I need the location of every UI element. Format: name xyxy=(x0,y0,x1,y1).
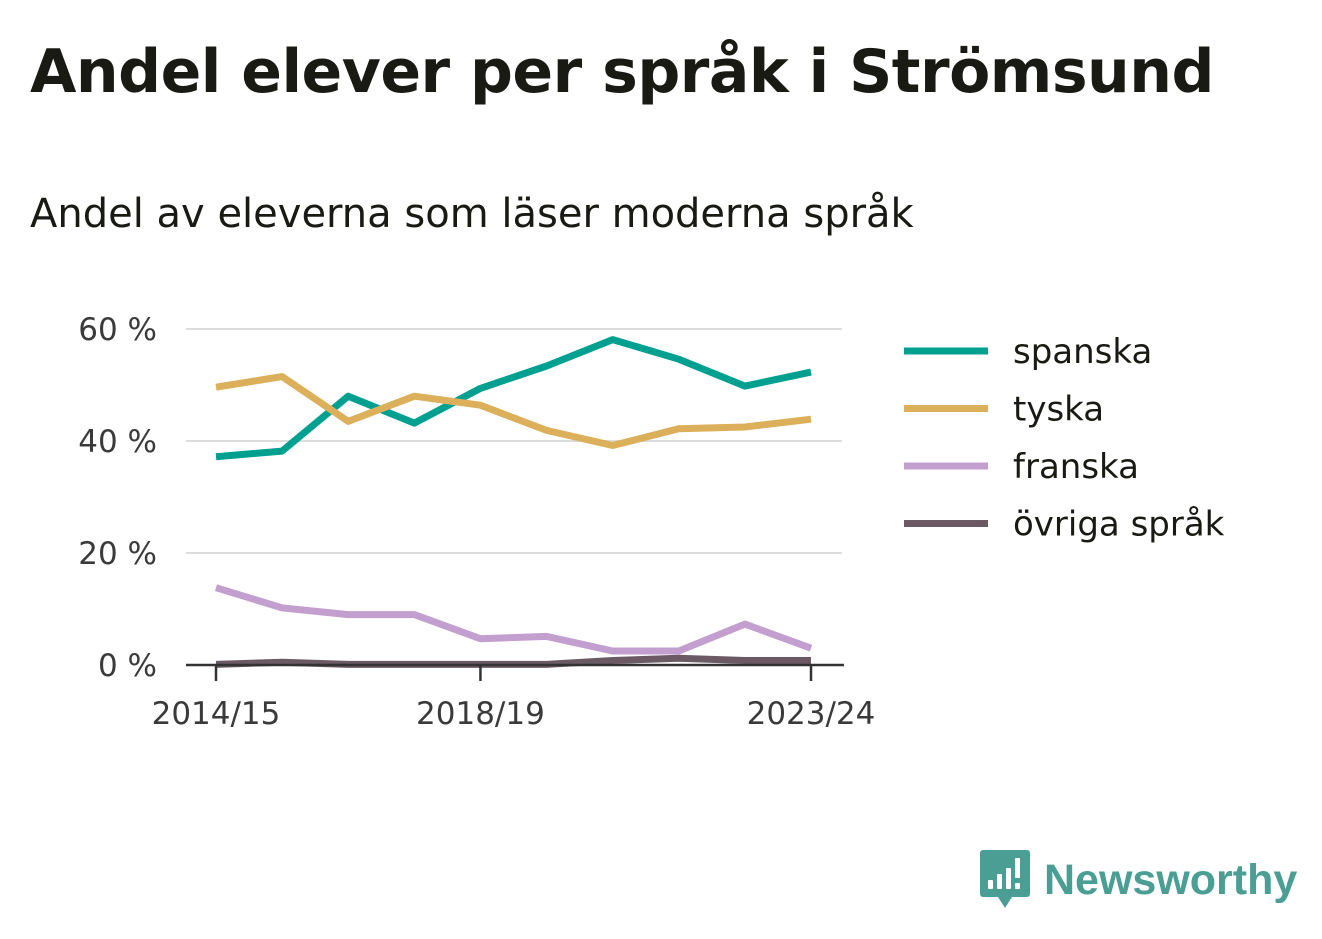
x-axis: 2014/15 2018/19 2023/24 xyxy=(152,663,876,732)
x-tick-label: 2014/15 xyxy=(152,696,281,732)
series-line-3 xyxy=(215,654,811,668)
legend-label: spanska xyxy=(1013,332,1152,372)
chart-subtitle: Andel av eleverna som läser moderna språ… xyxy=(30,191,914,237)
y-tick-label: 40 % xyxy=(78,424,157,460)
legend: spanska tyska franska övriga språk xyxy=(904,332,1225,545)
y-tick-label: 0 % xyxy=(98,648,157,684)
x-tick-label: 2023/24 xyxy=(747,696,876,732)
x-tick-label: 2018/19 xyxy=(416,696,545,732)
newsworthy-logo: Newsworthy xyxy=(980,850,1297,910)
legend-label: tyska xyxy=(1013,390,1104,430)
legend-label: övriga språk xyxy=(1013,505,1225,545)
y-tick-label: 60 % xyxy=(78,312,157,348)
legend-label: franska xyxy=(1013,447,1139,487)
series-line-0 xyxy=(215,336,812,461)
y-tick-label: 20 % xyxy=(78,536,157,572)
series-lines xyxy=(214,336,813,668)
grid-lines xyxy=(186,328,842,554)
newsworthy-logo-icon xyxy=(980,850,1030,908)
chart-title: Andel elever per språk i Strömsund xyxy=(30,37,1214,107)
series-line-1 xyxy=(215,373,812,449)
y-axis-labels: 0 % 20 % 40 % 60 % xyxy=(78,312,157,684)
series-line-2 xyxy=(214,584,813,655)
brand-name: Newsworthy xyxy=(1044,855,1298,904)
